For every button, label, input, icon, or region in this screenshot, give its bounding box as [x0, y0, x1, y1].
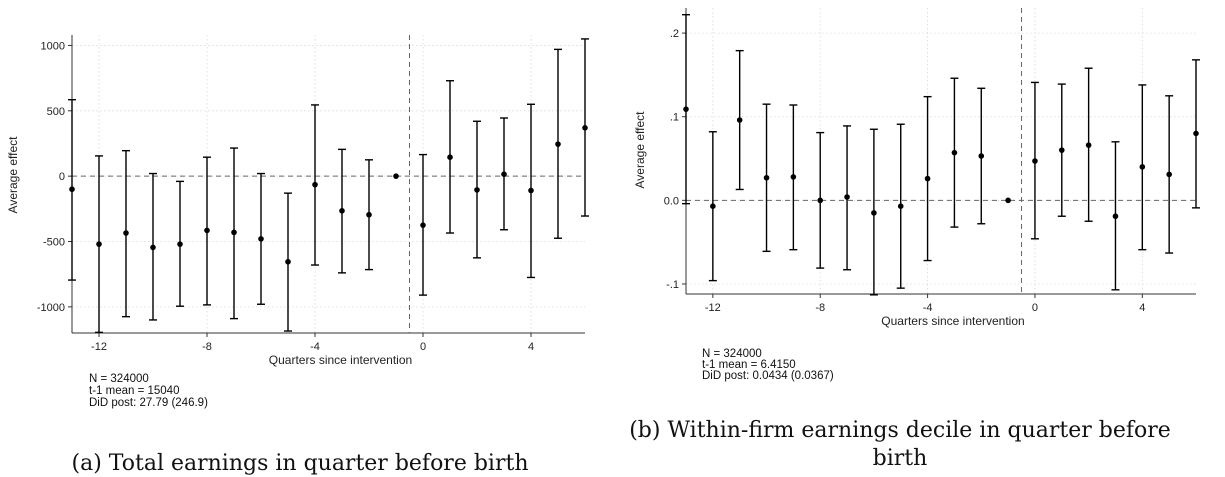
point-estimate	[285, 258, 291, 265]
x-tick-label: -12	[705, 302, 721, 314]
y-tick-label: 1000	[41, 40, 65, 52]
point-estimate	[897, 203, 904, 209]
y-tick-label: 0	[59, 171, 65, 183]
point-estimate	[420, 222, 426, 228]
chart-note: DiD post: 27.79 (246.9)	[89, 397, 208, 409]
x-axis-title: Quarters since intervention	[881, 314, 1024, 328]
y-axis-title: Average effect	[633, 111, 647, 189]
panel-a-total-earnings-chart: -1000 -500 0 500 1000 -12 -8 -4 0 4 Quarters since…	[6, 35, 589, 476]
y-tick-label: .2	[670, 28, 679, 40]
point-estimate	[790, 174, 797, 180]
point-estimate	[1058, 147, 1065, 153]
point-estimate	[763, 174, 770, 181]
point-estimate	[339, 207, 345, 214]
point-estimate	[817, 197, 824, 204]
point-estimate	[1032, 158, 1038, 164]
x-tick-label: 0	[1032, 302, 1038, 314]
point-estimate	[150, 244, 156, 251]
point-estimate	[447, 154, 453, 161]
chart-note: t-1 mean = 6.4150	[702, 359, 796, 371]
x-tick-label: -8	[202, 341, 212, 353]
x-tick-label: 0	[420, 341, 426, 353]
x-axis-title: Quarters since intervention	[269, 353, 412, 367]
point-estimate	[177, 241, 183, 247]
point-estimate	[924, 175, 931, 182]
point-estimate	[1139, 164, 1146, 170]
point-estimate	[231, 229, 237, 236]
chart-note: DiD post: 0.0434 (0.0367)	[702, 370, 834, 382]
figure-caption: (a) Total earnings in quarter before bir…	[72, 451, 529, 476]
point-estimate	[736, 117, 743, 123]
figure-caption: (b) Within-firm earnings decile in quart…	[629, 418, 1171, 443]
y-tick-label: .1	[670, 112, 679, 124]
y-tick-label: -1000	[37, 302, 65, 314]
x-tick-label: -8	[815, 302, 825, 314]
y-tick-label: 500	[47, 106, 65, 118]
point-estimate	[871, 210, 877, 216]
point-estimate	[683, 106, 689, 112]
point-estimate	[123, 230, 129, 236]
point-estimate	[366, 211, 372, 218]
point-estimate	[1085, 142, 1092, 148]
point-estimate	[844, 194, 850, 200]
point-estimate	[528, 187, 534, 194]
point-estimate	[312, 181, 318, 188]
panel-b-earnings-decile-chart: -.1 0.0 .1 .2 -12 -8 -4 0 4 Quarters since interv…	[629, 8, 1200, 471]
y-tick-label: -500	[43, 237, 65, 249]
point-estimate	[1005, 197, 1011, 204]
figure-caption: birth	[873, 446, 928, 471]
point-estimate	[1166, 171, 1172, 178]
point-estimate	[96, 241, 102, 247]
point-estimate	[501, 171, 507, 177]
x-tick-label: 4	[1139, 302, 1145, 314]
chart-note: N = 324000	[89, 373, 149, 385]
x-tick-label: -4	[923, 302, 933, 314]
x-tick-label: 4	[528, 341, 534, 353]
chart-note: N = 324000	[702, 348, 762, 360]
point-estimate	[258, 236, 264, 242]
y-tick-label: 0.0	[664, 195, 679, 207]
point-estimate	[978, 153, 985, 159]
point-estimate	[951, 149, 958, 156]
y-axis-title: Average effect	[6, 136, 20, 214]
y-tick-label: -.1	[666, 279, 679, 291]
point-estimate	[204, 227, 210, 234]
x-tick-label: -4	[310, 341, 320, 353]
chart-note: t-1 mean = 15040	[89, 385, 179, 397]
point-estimate	[555, 141, 561, 147]
point-estimate	[710, 203, 716, 209]
point-estimate	[582, 124, 588, 131]
x-tick-label: -12	[91, 341, 107, 353]
point-estimate	[1112, 213, 1119, 220]
point-estimate	[69, 186, 75, 193]
point-estimate	[393, 173, 399, 179]
point-estimate	[1193, 130, 1199, 137]
point-estimate	[474, 187, 480, 193]
